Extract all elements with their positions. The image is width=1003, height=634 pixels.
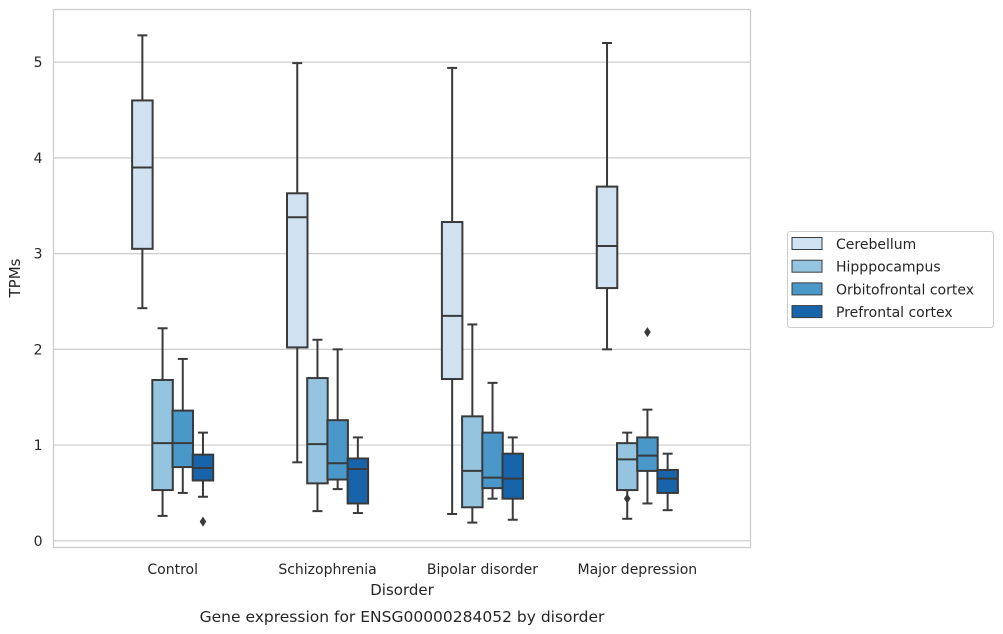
box-body xyxy=(151,378,174,492)
box xyxy=(191,431,215,527)
y-tick-labels: 0 1 2 3 4 5 xyxy=(34,55,43,550)
box-body xyxy=(636,436,659,472)
box xyxy=(501,436,524,521)
series-cerebellum xyxy=(131,34,619,515)
series-orbitofrontal-cortex xyxy=(171,327,659,505)
legend-item: Hipppocampus xyxy=(791,259,941,276)
x-axis-label: Disorder xyxy=(370,581,434,599)
box-body xyxy=(501,452,524,500)
legend-swatch xyxy=(791,259,823,273)
series-hipppocampus xyxy=(151,323,639,524)
y-tick-label: 1 xyxy=(34,438,43,454)
x-tick-label: Schizophrenia xyxy=(278,562,376,578)
legend-swatch xyxy=(791,282,823,296)
box-body xyxy=(326,419,349,481)
box-series xyxy=(131,34,679,527)
box-body xyxy=(440,221,464,381)
box-body xyxy=(656,468,679,494)
box xyxy=(461,323,484,524)
series-prefrontal-cortex xyxy=(191,431,679,527)
box xyxy=(346,436,370,515)
legend-label: Prefrontal cortex xyxy=(836,305,953,321)
legend-frame xyxy=(787,231,994,328)
box-body xyxy=(171,409,195,469)
box-body xyxy=(615,442,639,492)
legend-item: Prefrontal cortex xyxy=(791,305,953,321)
x-tick-label: Bipolar disorder xyxy=(427,562,538,578)
legend-label: Orbitofrontal cortex xyxy=(836,282,974,298)
legend-item: Orbitofrontal cortex xyxy=(791,282,974,298)
box-body xyxy=(286,192,309,349)
x-tick-labels: Control Schizophrenia Bipolar disorder Majo… xyxy=(147,562,697,578)
box-body xyxy=(481,431,504,490)
y-tick-label: 0 xyxy=(34,534,43,550)
legend-swatch xyxy=(791,305,823,319)
legend-label: Cerebellum xyxy=(836,237,916,253)
legend-swatch xyxy=(791,237,823,250)
box-body xyxy=(595,185,619,290)
box-body xyxy=(131,99,154,250)
y-tick-label: 2 xyxy=(34,342,43,358)
outlier-point xyxy=(623,493,631,504)
box-body xyxy=(461,415,484,509)
x-tick-label: Major depression xyxy=(577,562,697,578)
box-body xyxy=(306,377,329,485)
box xyxy=(151,327,174,517)
y-axis-label: TPMs xyxy=(6,258,24,298)
legend-item: Cerebellum xyxy=(791,237,916,253)
legend: Cerebellum Hipppocampus Orbitofrontal cort… xyxy=(787,231,994,328)
y-tick-label: 3 xyxy=(34,247,43,263)
x-tick-label: Control xyxy=(147,562,198,578)
box-body xyxy=(346,457,370,505)
chart-caption: Gene expression for ENSG00000284052 by d… xyxy=(200,608,605,626)
box xyxy=(171,357,195,494)
outlier-point xyxy=(644,327,651,338)
box xyxy=(595,42,619,351)
box xyxy=(636,327,659,505)
box xyxy=(286,62,309,464)
outlier-point xyxy=(199,516,207,527)
box xyxy=(326,348,349,491)
box xyxy=(656,452,679,512)
box xyxy=(131,34,154,310)
box xyxy=(440,66,464,515)
y-tick-label: 4 xyxy=(34,151,43,167)
y-tick-label: 5 xyxy=(34,55,43,71)
legend-label: Hipppocampus xyxy=(836,260,941,276)
